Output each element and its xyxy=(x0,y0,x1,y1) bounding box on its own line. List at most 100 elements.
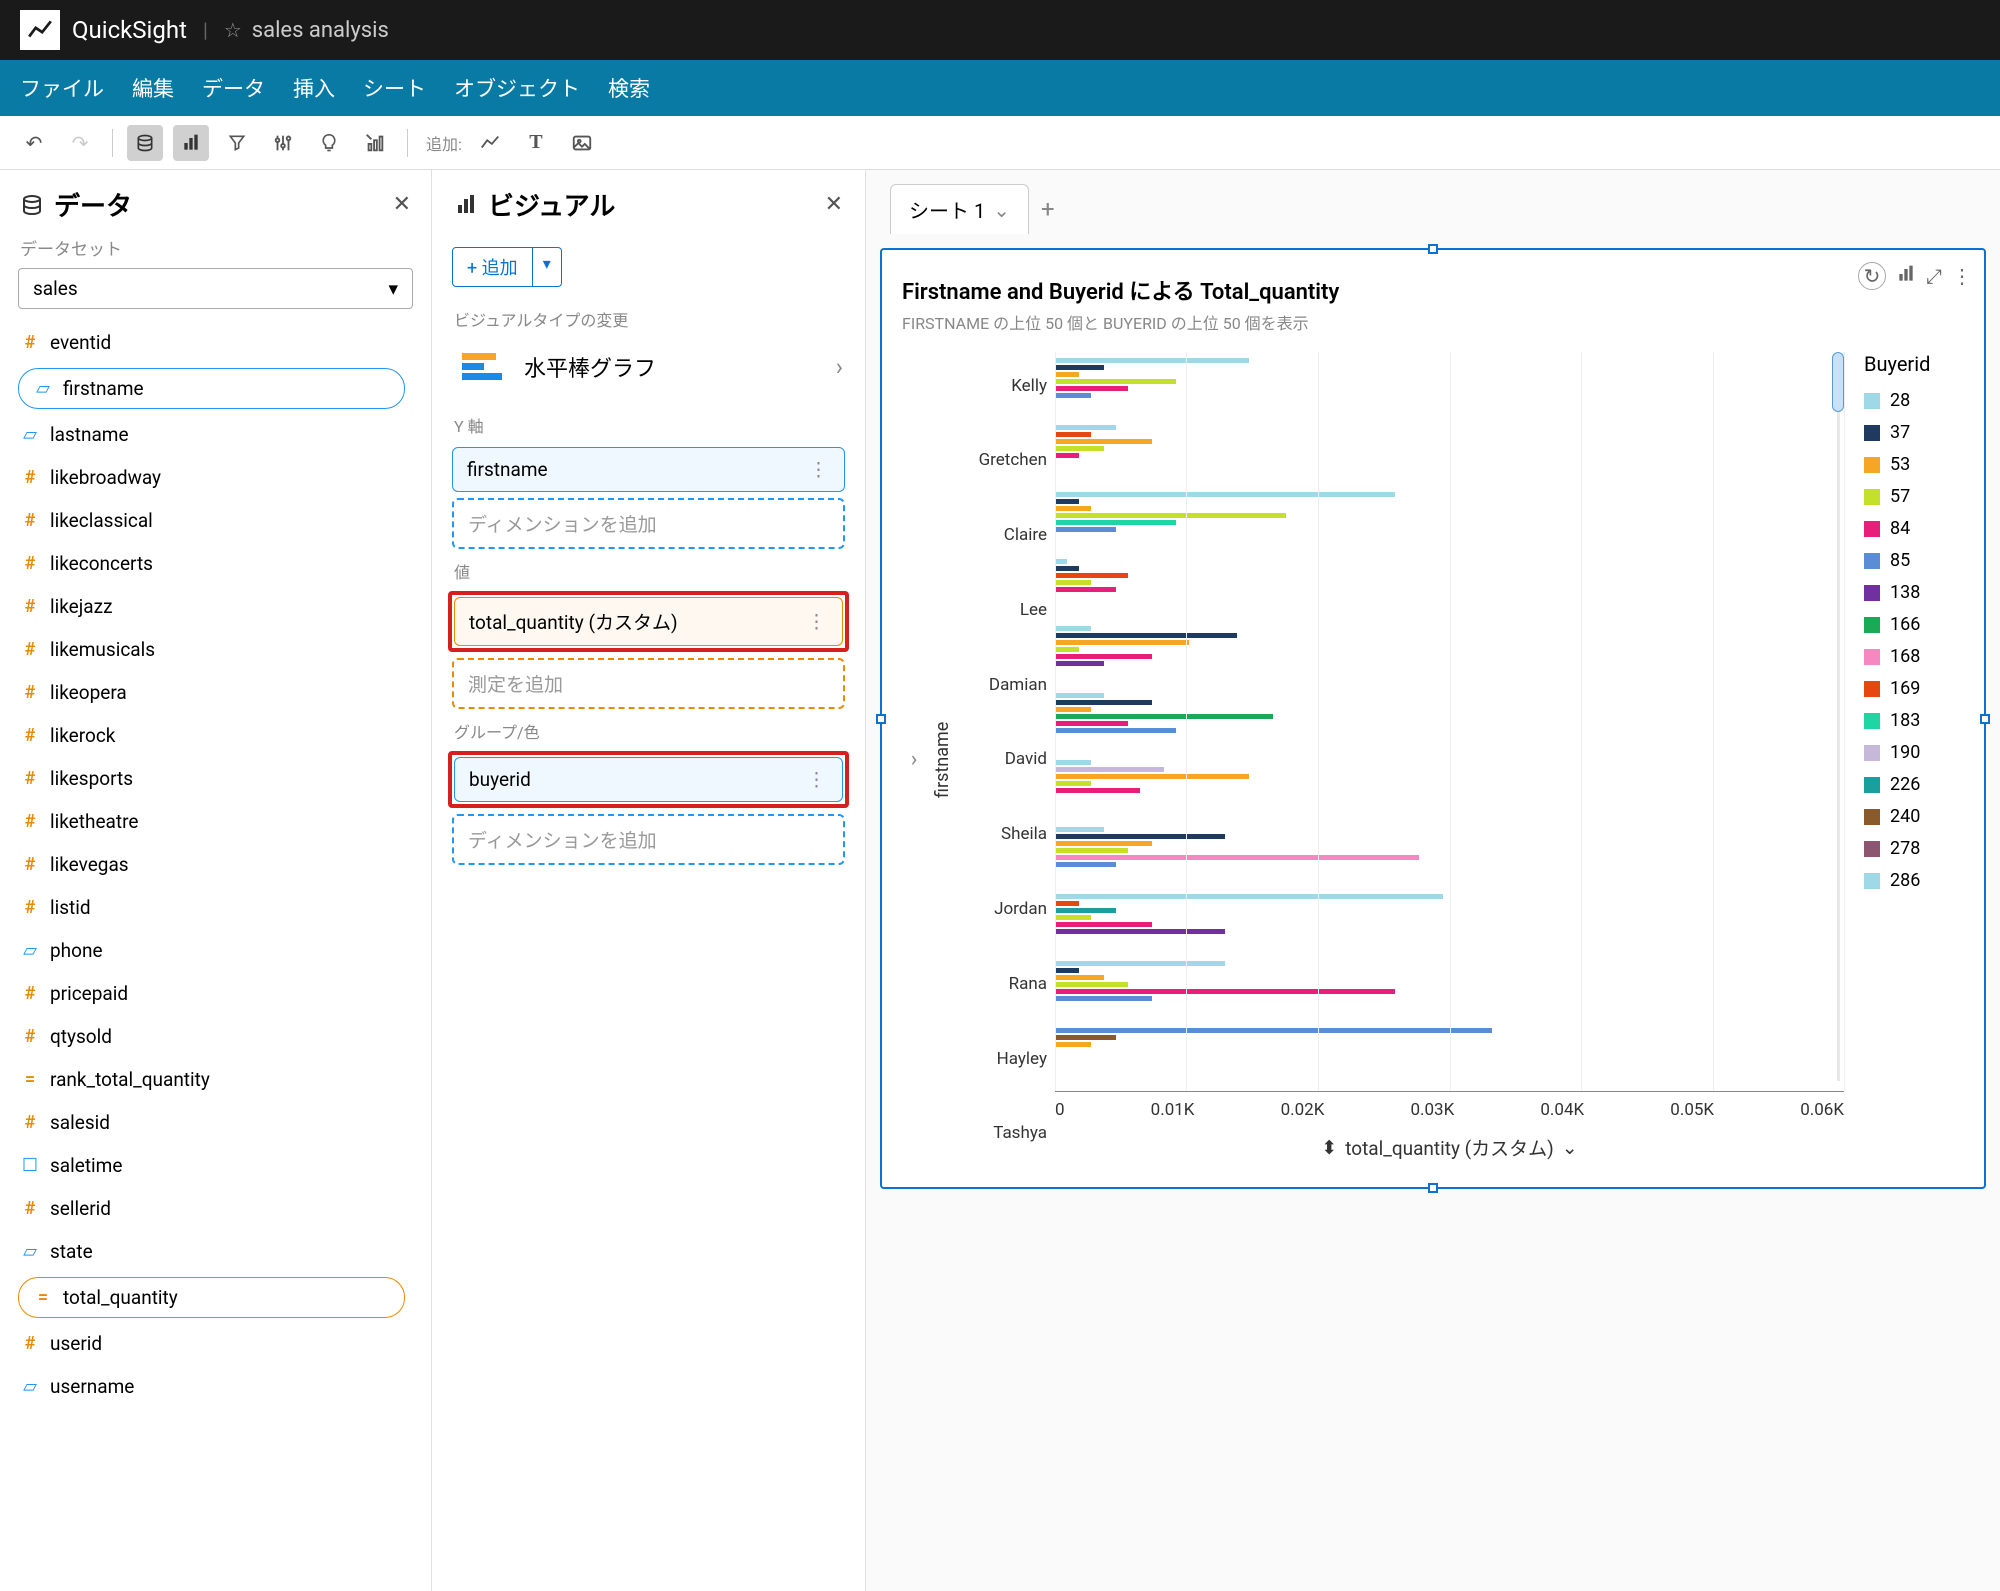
sheet-tab-1[interactable]: シート 1 ⌄ xyxy=(890,184,1029,234)
filter-button[interactable] xyxy=(219,125,255,161)
bar[interactable] xyxy=(1055,827,1104,832)
field-qtysold[interactable]: #qtysold xyxy=(0,1015,423,1058)
bar[interactable] xyxy=(1055,915,1091,920)
add-text-button[interactable]: T xyxy=(518,125,554,161)
field-likeclassical[interactable]: #likeclassical xyxy=(0,499,423,542)
bar[interactable] xyxy=(1055,386,1128,391)
menu-item-4[interactable]: シート xyxy=(363,73,426,103)
legend-item[interactable]: 57 xyxy=(1864,486,1964,507)
field-well-menu[interactable]: ⋮ xyxy=(809,458,830,481)
chart-type-selector[interactable]: 水平棒グラフ › xyxy=(434,335,863,409)
analytics-button[interactable] xyxy=(357,125,393,161)
bar[interactable] xyxy=(1055,453,1079,458)
bar[interactable] xyxy=(1055,781,1091,786)
resize-handle-top[interactable] xyxy=(1428,244,1438,254)
star-icon[interactable]: ☆ xyxy=(224,18,242,42)
field-userid[interactable]: #userid xyxy=(0,1322,423,1365)
bar[interactable] xyxy=(1055,862,1116,867)
bar[interactable] xyxy=(1055,975,1104,980)
add-image-button[interactable] xyxy=(564,125,600,161)
add-sheet-button[interactable]: + xyxy=(1041,195,1055,223)
bar[interactable] xyxy=(1055,841,1152,846)
bar[interactable] xyxy=(1055,1028,1492,1033)
resize-handle-bottom[interactable] xyxy=(1428,1183,1438,1193)
bar[interactable] xyxy=(1055,393,1091,398)
bar[interactable] xyxy=(1055,506,1091,511)
field-well-menu[interactable]: ⋮ xyxy=(807,610,828,633)
chart-scroll-thumb[interactable] xyxy=(1832,352,1844,412)
bar[interactable] xyxy=(1055,707,1091,712)
bar[interactable] xyxy=(1055,358,1249,363)
legend-item[interactable]: 278 xyxy=(1864,838,1964,859)
x-axis-title-row[interactable]: ⬍ total_quantity (カスタム) ⌄ xyxy=(1055,1128,1844,1167)
legend-item[interactable]: 37 xyxy=(1864,422,1964,443)
chart-insight-icon[interactable] xyxy=(1896,264,1916,289)
settings-button[interactable] xyxy=(265,125,301,161)
bar[interactable] xyxy=(1055,788,1140,793)
bar[interactable] xyxy=(1055,693,1104,698)
bar[interactable] xyxy=(1055,654,1152,659)
legend-item[interactable]: 226 xyxy=(1864,774,1964,795)
field-likeconcerts[interactable]: #likeconcerts xyxy=(0,542,423,585)
visual-panel-toggle[interactable] xyxy=(173,125,209,161)
bar[interactable] xyxy=(1055,714,1273,719)
legend-item[interactable]: 183 xyxy=(1864,710,1964,731)
field-listid[interactable]: #listid xyxy=(0,886,423,929)
field-likemusicals[interactable]: #likemusicals xyxy=(0,628,423,671)
field-lastname[interactable]: ▱lastname xyxy=(0,413,423,456)
add-visual-button[interactable]: + 追加 xyxy=(452,247,533,287)
field-phone[interactable]: ▱phone xyxy=(0,929,423,972)
resize-handle-left[interactable] xyxy=(876,714,886,724)
menu-item-6[interactable]: 検索 xyxy=(608,73,650,103)
field-likejazz[interactable]: #likejazz xyxy=(0,585,423,628)
refresh-icon[interactable]: ↻ xyxy=(1858,262,1886,290)
bar[interactable] xyxy=(1055,640,1189,645)
bar[interactable] xyxy=(1055,492,1395,497)
bar[interactable] xyxy=(1055,767,1164,772)
add-measure-well[interactable]: 測定を追加 xyxy=(452,658,845,709)
add-visual-dropdown[interactable]: ▾ xyxy=(533,247,562,287)
bar[interactable] xyxy=(1055,587,1116,592)
bar[interactable] xyxy=(1055,901,1079,906)
bar[interactable] xyxy=(1055,520,1176,525)
bar[interactable] xyxy=(1055,647,1079,652)
add-line-button[interactable] xyxy=(472,125,508,161)
expand-chart-handle[interactable]: › xyxy=(902,352,926,1167)
field-likebroadway[interactable]: #likebroadway xyxy=(0,456,423,499)
field-salesid[interactable]: #salesid xyxy=(0,1101,423,1144)
bar[interactable] xyxy=(1055,848,1128,853)
legend-item[interactable]: 286 xyxy=(1864,870,1964,891)
data-panel-toggle[interactable] xyxy=(127,125,163,161)
field-username[interactable]: ▱username xyxy=(0,1365,423,1408)
legend-item[interactable]: 169 xyxy=(1864,678,1964,699)
y-axis-field-well[interactable]: firstname ⋮ xyxy=(452,447,845,492)
field-sellerid[interactable]: #sellerid xyxy=(0,1187,423,1230)
field-firstname[interactable]: ▱firstname xyxy=(18,368,405,409)
bar[interactable] xyxy=(1055,432,1091,437)
redo-button[interactable]: ↷ xyxy=(62,125,98,161)
bar[interactable] xyxy=(1055,372,1079,377)
field-likeopera[interactable]: #likeopera xyxy=(0,671,423,714)
field-likesports[interactable]: #likesports xyxy=(0,757,423,800)
bar[interactable] xyxy=(1055,968,1079,973)
undo-button[interactable]: ↶ xyxy=(16,125,52,161)
bar[interactable] xyxy=(1055,760,1091,765)
bar[interactable] xyxy=(1055,996,1152,1001)
insight-button[interactable] xyxy=(311,125,347,161)
field-rank_total_quantity[interactable]: =rank_total_quantity xyxy=(0,1058,423,1101)
bar[interactable] xyxy=(1055,580,1091,585)
legend-item[interactable]: 138 xyxy=(1864,582,1964,603)
bar[interactable] xyxy=(1055,700,1152,705)
menu-item-1[interactable]: 編集 xyxy=(132,73,174,103)
bar[interactable] xyxy=(1055,961,1225,966)
bar[interactable] xyxy=(1055,774,1249,779)
menu-item-3[interactable]: 挿入 xyxy=(293,73,335,103)
bar[interactable] xyxy=(1055,908,1116,913)
legend-item[interactable]: 85 xyxy=(1864,550,1964,571)
bar[interactable] xyxy=(1055,1035,1116,1040)
quicksight-logo[interactable] xyxy=(20,10,60,50)
bar[interactable] xyxy=(1055,989,1395,994)
bar[interactable] xyxy=(1055,633,1237,638)
close-data-panel[interactable]: ✕ xyxy=(393,192,411,217)
chart-visual[interactable]: ↻ ⤢ ⋮ Firstname and Buyerid による Total_qu… xyxy=(880,248,1986,1189)
